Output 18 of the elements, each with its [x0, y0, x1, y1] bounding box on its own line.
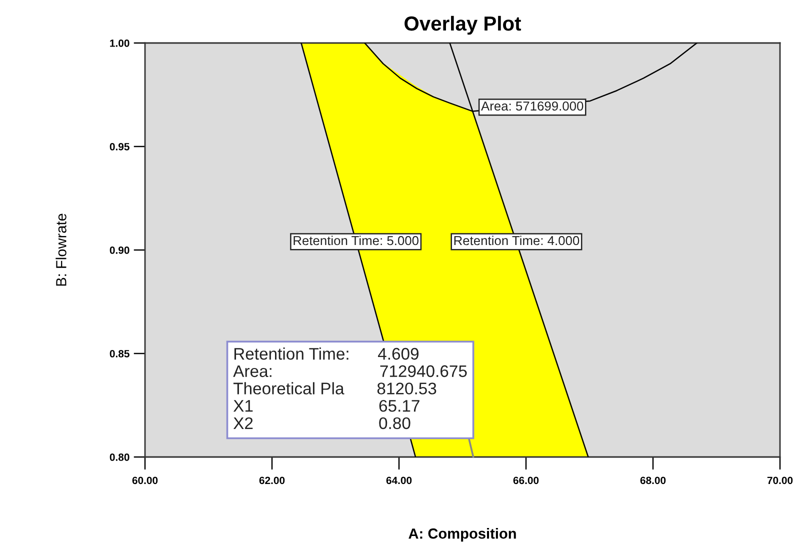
x-tick-label: 64.00 — [386, 476, 412, 484]
x-tick-label: 60.00 — [132, 476, 158, 484]
annotation: Retention Time: 4.000 — [454, 236, 580, 246]
y-tick-label: 1.00 — [110, 40, 130, 47]
y-tick-label: 0.95 — [110, 143, 130, 150]
x-axis-title: A: Composition — [408, 528, 516, 542]
x-tick-label: 62.00 — [259, 476, 285, 484]
y-tick-label: 0.85 — [110, 350, 130, 358]
x-tick-label: 70.00 — [767, 476, 793, 484]
chart-title: Overlay Plot — [404, 16, 522, 35]
annotation: Area: 571699.000 — [481, 101, 584, 111]
y-tick-label: 0.80 — [110, 454, 130, 461]
x-tick-label: 68.00 — [640, 476, 666, 484]
annotation: Retention Time: 4.609 Area: 712940.675 Theoretical Pla 8120.53 X1 65.17 X2 0.80 — [233, 347, 467, 430]
x-tick-label: 66.00 — [513, 476, 539, 484]
annotation: Retention Time: 5.000 — [294, 236, 419, 246]
y-tick-label: 0.90 — [110, 246, 130, 254]
y-axis-title: B: Flowrate — [56, 214, 66, 286]
